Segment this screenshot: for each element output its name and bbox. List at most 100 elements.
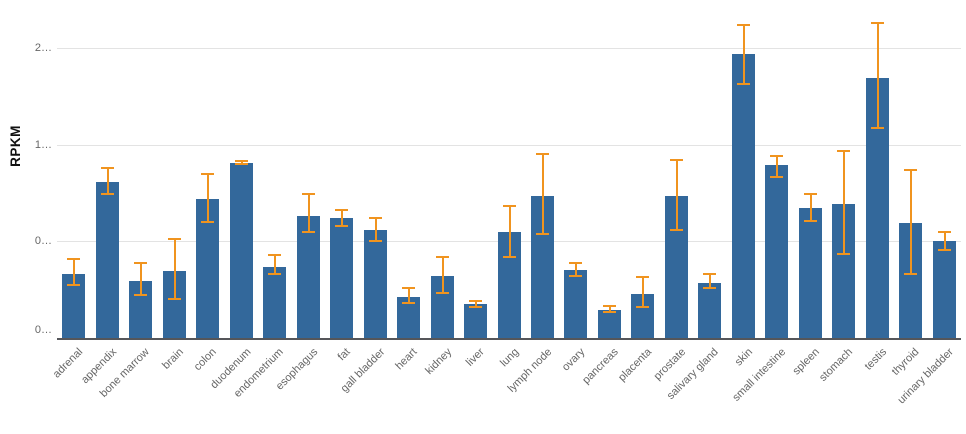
error-bar-line xyxy=(407,288,410,303)
error-bar-cap xyxy=(536,233,549,235)
error-bar-line xyxy=(809,194,812,221)
error-bar-line xyxy=(72,259,75,285)
error-bar-cap xyxy=(703,287,716,289)
x-tick-label-ovary: ovary xyxy=(559,346,587,374)
error-bar-cap xyxy=(737,83,750,85)
bar-spleen[interactable] xyxy=(799,208,822,338)
error-bar-cap xyxy=(569,275,582,277)
error-bar-line xyxy=(508,206,511,257)
bar-lung[interactable] xyxy=(498,232,521,338)
error-bar-line xyxy=(775,156,778,177)
y-gridline xyxy=(57,145,961,146)
bar-salivary-gland[interactable] xyxy=(698,283,721,338)
error-bar-line xyxy=(943,232,946,250)
error-bar-cap xyxy=(503,256,516,258)
x-tick-label-colon: colon xyxy=(191,346,219,374)
bar-kidney[interactable] xyxy=(431,276,454,338)
error-bar-line xyxy=(206,174,209,222)
error-bar-line xyxy=(541,154,544,234)
bar-duodenum[interactable] xyxy=(230,163,253,338)
x-tick-label-lung: lung xyxy=(497,346,521,370)
error-bar-cap xyxy=(670,159,683,161)
bar-lymph-node[interactable] xyxy=(531,196,554,338)
x-tick-label-skin: skin xyxy=(732,346,755,369)
error-bar-line xyxy=(608,306,611,312)
x-tick-label-kidney: kidney xyxy=(423,346,454,377)
error-bar-cap xyxy=(134,262,147,264)
error-bar-cap xyxy=(904,169,917,171)
error-bar-cap xyxy=(703,273,716,275)
error-bar-cap xyxy=(636,276,649,278)
x-tick-label-thyroid: thyroid xyxy=(890,346,922,378)
error-bar-cap xyxy=(569,262,582,264)
error-bar-cap xyxy=(369,240,382,242)
error-bar-cap xyxy=(101,193,114,195)
bar-brain[interactable] xyxy=(163,271,186,338)
error-bar-line xyxy=(139,263,142,295)
bar-colon[interactable] xyxy=(196,199,219,338)
error-bar-cap xyxy=(670,229,683,231)
error-bar-cap xyxy=(302,193,315,195)
error-bar-cap xyxy=(904,273,917,275)
error-bar-cap xyxy=(402,287,415,289)
error-bar-cap xyxy=(871,22,884,24)
bar-endometrium[interactable] xyxy=(263,267,286,338)
x-tick-label-fat: fat xyxy=(335,346,353,364)
bar-small-intestine[interactable] xyxy=(765,165,788,338)
x-tick-label-pancreas: pancreas xyxy=(580,346,621,387)
error-bar-line xyxy=(273,255,276,274)
bar-gall-bladder[interactable] xyxy=(364,230,387,338)
y-gridline xyxy=(57,48,961,49)
bar-skin[interactable] xyxy=(732,54,755,338)
error-bar-line xyxy=(173,239,176,299)
bar-testis[interactable] xyxy=(866,78,889,338)
error-bar-line xyxy=(876,23,879,128)
error-bar-line xyxy=(474,301,477,307)
error-bar-cap xyxy=(67,258,80,260)
x-tick-label-spleen: spleen xyxy=(790,346,822,378)
error-bar-cap xyxy=(770,155,783,157)
error-bar-line xyxy=(742,25,745,84)
error-bar-cap xyxy=(201,221,214,223)
bar-thyroid[interactable] xyxy=(899,223,922,338)
error-bar-cap xyxy=(168,238,181,240)
error-bar-cap xyxy=(268,273,281,275)
bar-fat[interactable] xyxy=(330,218,353,338)
bar-liver[interactable] xyxy=(464,304,487,338)
error-bar-cap xyxy=(636,306,649,308)
error-bar-cap xyxy=(804,220,817,222)
error-bar-cap xyxy=(469,306,482,308)
x-tick-label-liver: liver xyxy=(464,346,487,369)
bar-stomach[interactable] xyxy=(832,204,855,338)
error-bar-line xyxy=(340,210,343,226)
x-tick-label-stomach: stomach xyxy=(817,346,855,384)
x-tick-label-placenta: placenta xyxy=(616,346,654,384)
error-bar-cap xyxy=(201,173,214,175)
bar-adrenal[interactable] xyxy=(62,274,85,338)
bar-urinary-bladder[interactable] xyxy=(933,241,956,338)
error-bar-cap xyxy=(536,153,549,155)
error-bar-cap xyxy=(302,231,315,233)
error-bar-cap xyxy=(837,150,850,152)
bar-appendix[interactable] xyxy=(96,182,119,338)
error-bar-line xyxy=(106,168,109,194)
error-bar-cap xyxy=(369,217,382,219)
error-bar-line xyxy=(641,277,644,307)
y-tick-label: 2… xyxy=(34,42,52,54)
error-bar-cap xyxy=(938,249,951,251)
error-bar-line xyxy=(909,170,912,274)
error-bar-cap xyxy=(871,127,884,129)
error-bar-line xyxy=(441,257,444,293)
error-bar-line xyxy=(374,218,377,241)
bar-ovary[interactable] xyxy=(564,270,587,338)
error-bar-line xyxy=(708,274,711,288)
error-bar-cap xyxy=(436,256,449,258)
bar-esophagus[interactable] xyxy=(297,216,320,338)
bar-prostate[interactable] xyxy=(665,196,688,338)
bar-pancreas[interactable] xyxy=(598,310,621,338)
bar-placenta[interactable] xyxy=(631,294,654,338)
x-tick-label-heart: heart xyxy=(393,346,420,373)
x-axis-line xyxy=(57,338,961,340)
bar-heart[interactable] xyxy=(397,297,420,338)
